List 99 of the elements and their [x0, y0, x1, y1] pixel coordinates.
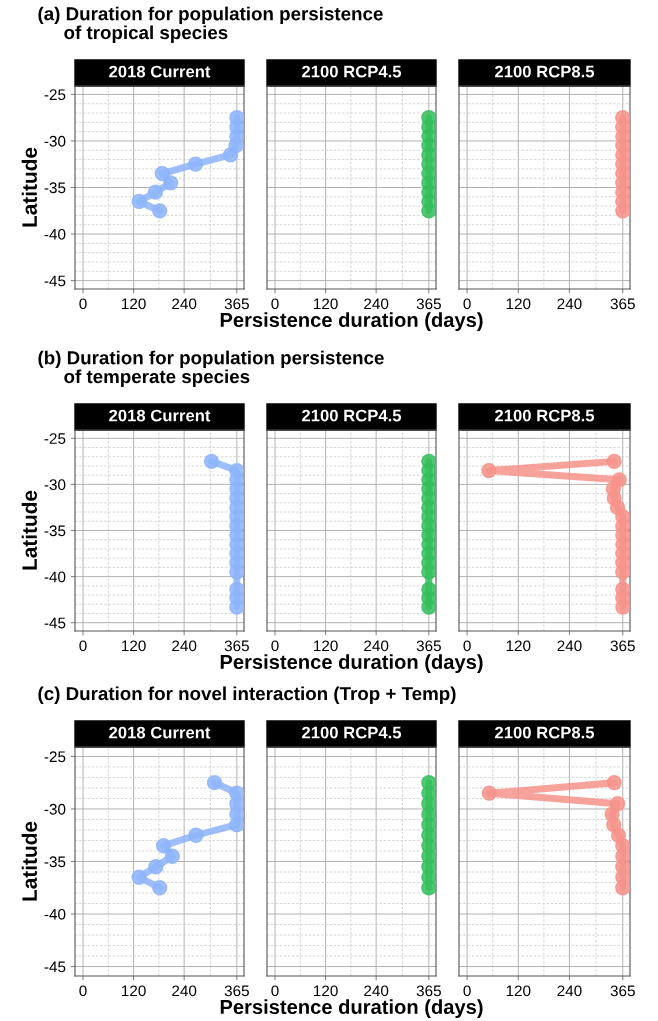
- point: [187, 156, 204, 172]
- chart-title: 2018 Current: [109, 726, 211, 739]
- x-tick-label: 0: [271, 985, 279, 997]
- x-tick-label: 240: [364, 985, 389, 997]
- x-tick-label: 365: [610, 298, 635, 310]
- text: (b) Duration for population persistence of temperate species: [38, 350, 384, 387]
- point: [164, 848, 180, 864]
- x-tick-label: 365: [416, 298, 441, 310]
- x-tick-label: 240: [172, 298, 197, 310]
- x-axis-title: Persistence duration (days): [220, 312, 483, 332]
- y-tick-label: -25: [44, 89, 66, 101]
- point: [229, 817, 244, 833]
- point: [229, 564, 244, 580]
- point: [148, 859, 164, 875]
- point: [188, 827, 204, 843]
- point: [152, 203, 168, 219]
- x-tick-label: 120: [314, 640, 338, 652]
- x-tick-label: 120: [506, 640, 531, 652]
- point: [615, 564, 630, 580]
- chart-title: 2100 RCP4.5: [302, 726, 402, 739]
- point: [421, 599, 436, 615]
- x-tick-label: 365: [610, 640, 635, 652]
- text: (a) Duration for population persistence of tropical species: [38, 6, 383, 43]
- x-tick-label: 0: [463, 298, 471, 310]
- y-tick-label: -40: [44, 571, 66, 583]
- point: [131, 869, 147, 885]
- point: [481, 462, 497, 479]
- x-tick-label: 240: [364, 640, 389, 652]
- point: [606, 453, 622, 469]
- y-tick-label: -35: [44, 182, 66, 194]
- x-tick-label: 120: [122, 985, 146, 997]
- text: (c) Duration for novel interaction (Trop + Temp): [38, 686, 456, 704]
- x-tick-label: 120: [122, 640, 146, 652]
- chart-title: 2018 Current: [109, 65, 211, 78]
- x-tick-label: 240: [557, 985, 582, 997]
- x-tick-label: 0: [79, 298, 87, 310]
- point: [154, 165, 170, 182]
- point: [615, 880, 630, 896]
- point: [147, 184, 164, 200]
- x-tick-label: 120: [506, 985, 531, 997]
- y-tick-label: -30: [44, 479, 66, 491]
- point: [421, 203, 436, 219]
- y-tick-label: -25: [44, 433, 66, 444]
- chart-title: 2100 RCP4.5: [302, 65, 402, 78]
- x-tick-label: 240: [557, 640, 582, 652]
- point: [421, 880, 436, 896]
- x-tick-label: 120: [506, 298, 531, 310]
- y-tick-label: -35: [44, 856, 66, 868]
- point: [152, 880, 168, 896]
- point: [481, 785, 497, 801]
- x-tick-label: 0: [463, 640, 471, 652]
- y-tick-label: -45: [44, 275, 66, 287]
- point: [203, 453, 220, 469]
- point: [229, 599, 244, 615]
- y-tick-label: -45: [44, 617, 66, 629]
- x-tick-label: 365: [224, 985, 249, 997]
- x-tick-label: 120: [314, 298, 338, 310]
- y-tick-label: -45: [44, 961, 66, 973]
- point: [155, 838, 172, 854]
- x-tick-label: 365: [416, 985, 441, 997]
- y-axis-title: Latitude: [21, 490, 37, 570]
- x-tick-label: 365: [224, 640, 249, 652]
- chart-title: 2100 RCP8.5: [495, 65, 595, 78]
- x-tick-label: 365: [224, 298, 249, 310]
- x-tick-label: 0: [271, 298, 279, 310]
- chart-title: 2018 Current: [109, 409, 211, 422]
- x-tick-label: 0: [79, 640, 87, 652]
- chart-title: 2100 RCP8.5: [495, 726, 595, 739]
- x-tick-label: 365: [416, 640, 441, 652]
- point: [206, 775, 223, 791]
- y-tick-label: -40: [44, 908, 66, 920]
- y-tick-label: -25: [44, 751, 66, 763]
- point: [615, 599, 630, 615]
- x-tick-label: 120: [314, 985, 338, 997]
- y-tick-label: -40: [44, 228, 66, 240]
- point: [222, 147, 239, 163]
- x-tick-label: 0: [79, 985, 87, 997]
- x-tick-label: 120: [122, 298, 146, 310]
- x-axis-title: Persistence duration (days): [220, 999, 483, 1019]
- x-tick-label: 0: [463, 985, 471, 997]
- chart-title: 2100 RCP4.5: [302, 409, 402, 422]
- x-tick-label: 240: [172, 640, 197, 652]
- point: [131, 193, 147, 210]
- y-axis-title: Latitude: [21, 821, 37, 901]
- x-tick-label: 0: [271, 640, 279, 652]
- point: [606, 775, 622, 791]
- x-axis-title: Persistence duration (days): [220, 654, 483, 674]
- x-tick-label: 240: [364, 298, 389, 310]
- chart-title: 2100 RCP8.5: [495, 409, 595, 422]
- x-tick-label: 240: [557, 298, 582, 310]
- point: [615, 203, 630, 219]
- x-tick-label: 365: [610, 985, 635, 997]
- point: [421, 564, 436, 580]
- y-tick-label: -35: [44, 525, 66, 537]
- y-axis-title: Latitude: [21, 147, 37, 227]
- point: [163, 175, 179, 191]
- x-tick-label: 240: [172, 985, 197, 997]
- y-tick-label: -30: [44, 135, 66, 147]
- y-tick-label: -30: [44, 803, 66, 815]
